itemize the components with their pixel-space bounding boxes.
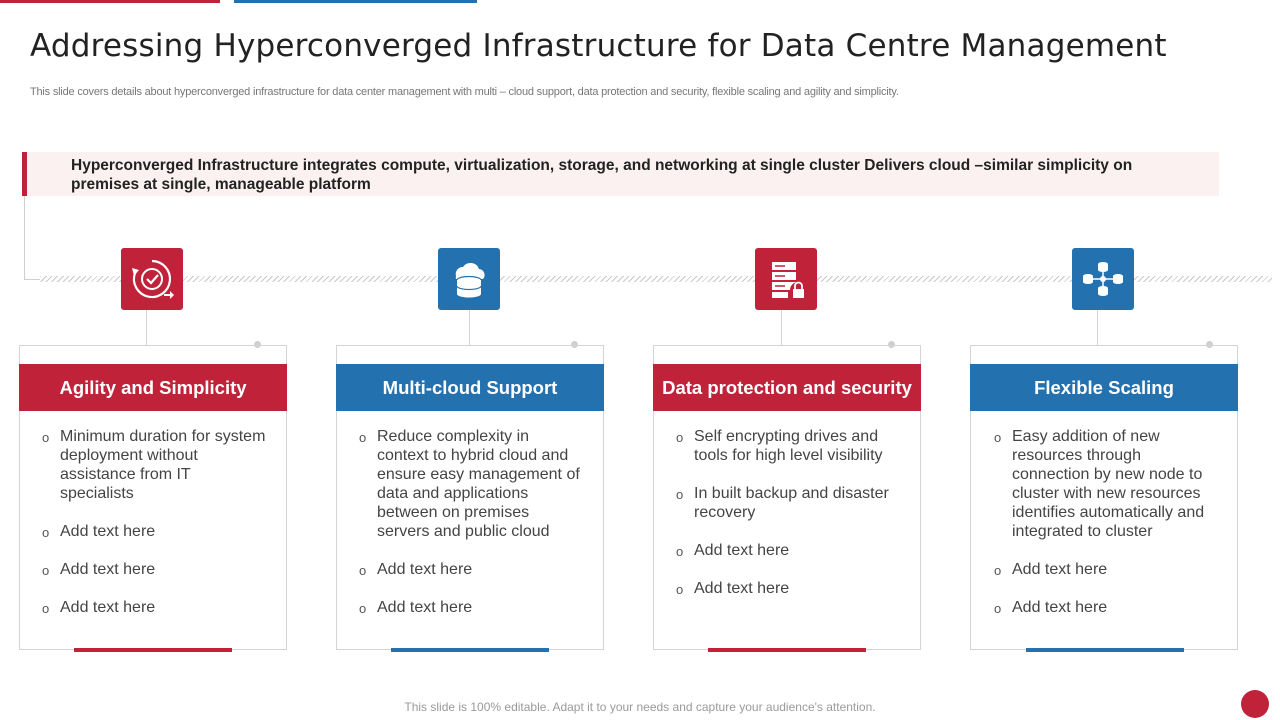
list-item: Add text here <box>994 560 1220 580</box>
card-connector <box>469 310 470 345</box>
card-dot <box>1206 341 1213 348</box>
agility-cycle-icon <box>121 248 183 310</box>
card-list: Minimum duration for system deployment w… <box>42 427 268 636</box>
list-item: Add text here <box>42 522 268 542</box>
hatched-divider <box>40 276 1272 282</box>
connector-line <box>24 196 25 280</box>
list-item: Add text here <box>994 598 1220 618</box>
card-list: Easy addition of new resources through c… <box>994 427 1220 636</box>
connector-line <box>24 279 40 280</box>
top-accent-red <box>0 0 220 3</box>
cloud-database-icon <box>438 248 500 310</box>
card-bottom-accent <box>391 648 549 652</box>
server-lock-icon <box>755 248 817 310</box>
callout-box: Hyperconverged Infrastructure integrates… <box>22 152 1219 196</box>
list-item: Self encrypting drives and tools for hig… <box>676 427 902 465</box>
list-item: Add text here <box>42 598 268 618</box>
card-dot <box>254 341 261 348</box>
card-connector <box>781 310 782 345</box>
corner-circle <box>1241 690 1269 718</box>
list-item: Add text here <box>676 579 902 599</box>
slide-title: Addressing Hyperconverged Infrastructure… <box>30 28 1167 64</box>
card-bottom-accent <box>708 648 866 652</box>
card-heading: Agility and Simplicity <box>19 364 287 411</box>
list-item: In built backup and disaster recovery <box>676 484 902 522</box>
list-item: Minimum duration for system deployment w… <box>42 427 268 503</box>
card-heading: Data protection and security <box>653 364 921 411</box>
card-connector <box>1097 310 1098 345</box>
list-item: Reduce complexity in context to hybrid c… <box>359 427 585 541</box>
card-dot <box>888 341 895 348</box>
card-list: Self encrypting drives and tools for hig… <box>676 427 902 617</box>
slide-subtitle: This slide covers details about hypercon… <box>30 86 899 98</box>
card-connector <box>146 310 147 345</box>
footer-note: This slide is 100% editable. Adapt it to… <box>404 700 876 714</box>
list-item: Add text here <box>42 560 268 580</box>
callout-text: Hyperconverged Infrastructure integrates… <box>71 157 1133 193</box>
card-heading: Multi-cloud Support <box>336 364 604 411</box>
database-network-icon <box>1072 248 1134 310</box>
card-list: Reduce complexity in context to hybrid c… <box>359 427 585 636</box>
top-accent-blue <box>234 0 477 3</box>
list-item: Easy addition of new resources through c… <box>994 427 1220 541</box>
list-item: Add text here <box>359 560 585 580</box>
card-bottom-accent <box>1026 648 1184 652</box>
card-bottom-accent <box>74 648 232 652</box>
card-dot <box>571 341 578 348</box>
list-item: Add text here <box>676 541 902 561</box>
list-item: Add text here <box>359 598 585 618</box>
card-heading: Flexible Scaling <box>970 364 1238 411</box>
